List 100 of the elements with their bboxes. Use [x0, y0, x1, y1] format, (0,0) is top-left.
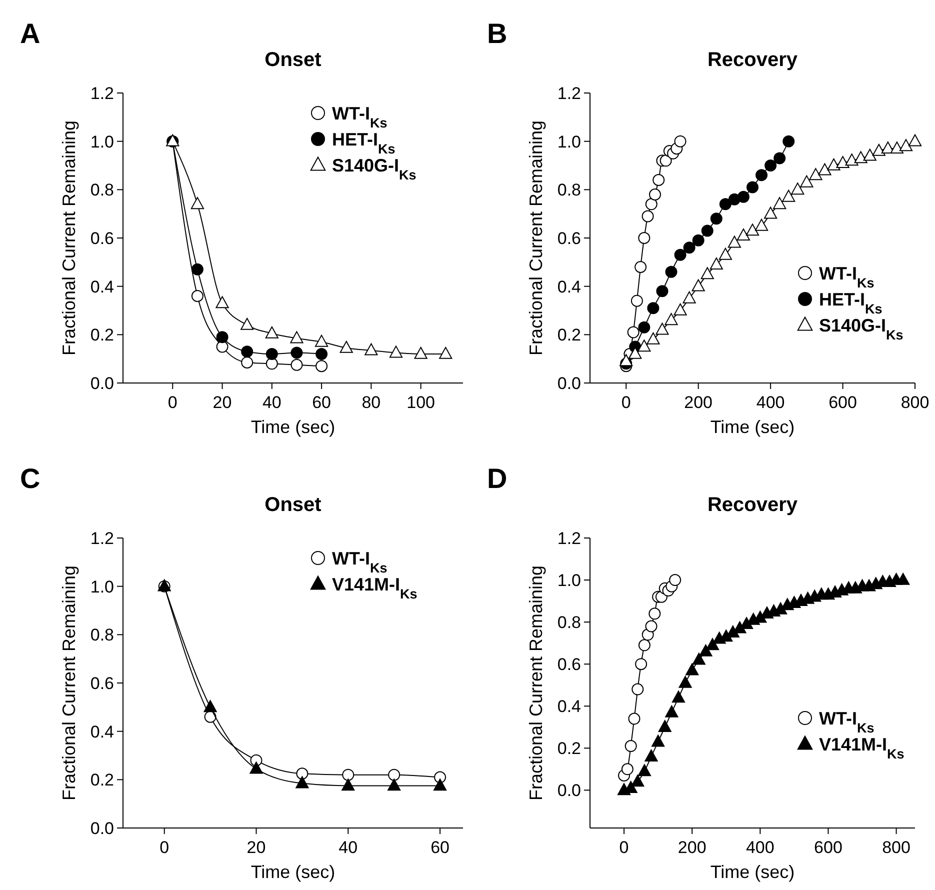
point: [736, 228, 750, 240]
y-tick-label: 1.0: [557, 570, 581, 590]
point: [872, 144, 886, 156]
point: [836, 156, 850, 168]
point: [682, 291, 696, 304]
point: [674, 303, 687, 316]
point: [665, 266, 678, 278]
point: [296, 776, 309, 788]
y-tick-label: 0.2: [90, 770, 114, 790]
x-tick-label: 60: [312, 393, 331, 412]
chart-title: Recovery: [707, 494, 798, 516]
x-tick-label: 40: [262, 393, 282, 412]
x-tick-label: 800: [900, 393, 930, 412]
point: [388, 768, 400, 781]
x-tick-label: 60: [430, 838, 450, 857]
point: [672, 690, 686, 703]
point: [414, 346, 428, 359]
legend-label: HET-I$_{Ks}$: [819, 289, 882, 316]
point: [342, 778, 355, 791]
y-tick-label: 1.2: [557, 84, 581, 103]
point: [388, 778, 401, 791]
point: [665, 705, 678, 718]
point: [191, 263, 204, 276]
point: [364, 343, 378, 356]
x-tick-label: 100: [406, 393, 435, 412]
point: [660, 154, 672, 167]
point: [791, 182, 804, 195]
point: [191, 290, 204, 302]
point: [638, 321, 650, 334]
point: [692, 234, 704, 246]
y-tick-label: 0.4: [557, 697, 581, 716]
point: [683, 242, 696, 254]
y-tick-label: 0.0: [557, 781, 581, 800]
point: [433, 778, 447, 791]
x-tick-label: 200: [684, 393, 713, 412]
point: [266, 348, 278, 360]
legend-label: WT-I$_{Ks}$: [332, 103, 388, 130]
y-tick-label: 0.6: [557, 655, 581, 674]
legend-label: S140G-I$_{Ks}$: [819, 315, 904, 342]
point: [266, 358, 278, 370]
y-tick-label: 1.0: [90, 132, 114, 152]
point: [674, 135, 686, 148]
y-tick-label: 0.2: [557, 739, 581, 758]
point: [241, 346, 254, 358]
text: D: [487, 463, 508, 494]
y-axis-title: Fractional Current Remaining: [526, 565, 546, 801]
text: B: [487, 18, 508, 49]
point: [439, 346, 452, 359]
point: [701, 224, 714, 237]
point: [656, 285, 668, 298]
point: [635, 658, 648, 670]
point: [863, 148, 876, 161]
point: [621, 763, 634, 776]
x-tick-label: 0: [168, 393, 178, 412]
point: [764, 160, 777, 172]
point: [756, 169, 768, 182]
point: [881, 141, 894, 154]
point: [818, 163, 832, 176]
text: A: [20, 18, 40, 49]
point: [250, 762, 263, 774]
point: [204, 700, 217, 712]
x-tick-label: 200: [678, 838, 706, 857]
x-tick-label: 0: [621, 393, 631, 412]
y-tick-label: 0.6: [90, 674, 114, 693]
point: [342, 768, 354, 781]
point: [624, 740, 637, 752]
point: [656, 322, 669, 335]
point: [800, 175, 814, 188]
point: [746, 181, 758, 194]
point: [692, 652, 706, 665]
point: [652, 174, 665, 186]
legend-label: V141M-I$_{Ks}$: [819, 734, 904, 761]
x-axis-title: Time (sec): [250, 417, 336, 437]
legend-label: V141M-I$_{Ks}$: [332, 574, 418, 601]
x-axis-title: Time (sec): [710, 862, 795, 882]
legend-label: WT-I$_{Ks}$: [819, 708, 874, 735]
point: [634, 261, 647, 273]
point: [827, 158, 840, 170]
point: [652, 734, 665, 747]
y-tick-label: 0.8: [90, 180, 114, 200]
y-tick-label: 1.2: [90, 84, 114, 103]
x-axis-title: Time (sec): [710, 417, 795, 437]
point: [908, 134, 922, 146]
point: [216, 296, 229, 308]
point: [290, 331, 304, 344]
point: [669, 574, 682, 586]
legend-label: WT-I$_{Ks}$: [332, 548, 388, 575]
y-tick-label: 0.8: [90, 626, 114, 645]
y-tick-label: 0.6: [557, 228, 581, 248]
chart-title: Recovery: [707, 49, 798, 71]
point: [646, 332, 660, 344]
point: [645, 198, 658, 210]
point: [316, 360, 328, 372]
point: [620, 354, 633, 366]
point: [896, 572, 910, 585]
point: [627, 326, 640, 338]
point: [340, 340, 353, 353]
point: [642, 210, 654, 222]
point: [216, 331, 228, 344]
point: [710, 257, 723, 270]
